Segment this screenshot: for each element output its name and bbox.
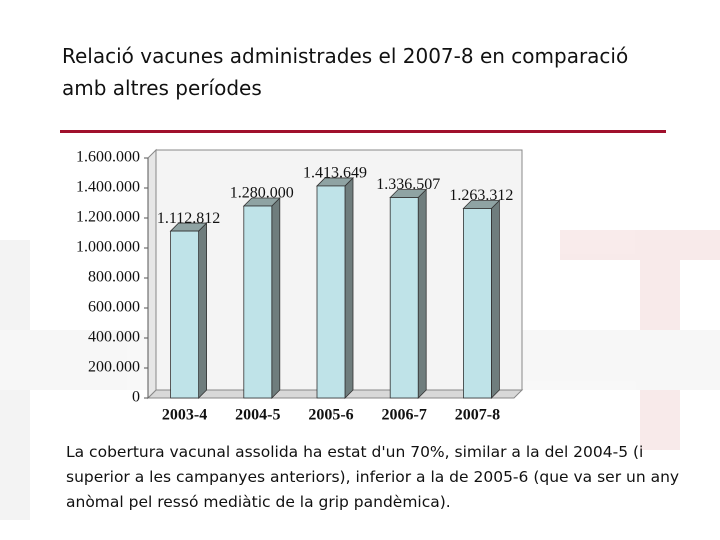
x-tick-label: 2003-4 — [162, 407, 207, 424]
y-tick-label: 1.000.000 — [76, 239, 140, 256]
bar-side — [271, 197, 281, 399]
y-tick-label: 1.600.000 — [76, 149, 140, 166]
bar — [462, 208, 492, 399]
bar — [243, 205, 273, 399]
title-rule — [60, 130, 666, 133]
value-label: 1.413.649 — [303, 165, 367, 182]
y-tick-label: 400.000 — [88, 329, 140, 346]
bar-side — [417, 188, 427, 399]
y-tick-label: 200.000 — [88, 359, 140, 376]
value-label: 1.336.507 — [376, 176, 440, 193]
bar — [316, 185, 346, 399]
y-tick-label: 1.200.000 — [76, 209, 140, 226]
bar-side — [344, 176, 354, 399]
value-label: 1.280.000 — [230, 185, 294, 202]
bar — [170, 230, 200, 399]
bar-side — [490, 199, 500, 399]
bar-side — [198, 222, 208, 399]
y-tick-label: 800.000 — [88, 269, 140, 286]
note-text: La cobertura vacunal assolida ha estat d… — [66, 443, 680, 511]
value-label: 1.263.312 — [449, 187, 513, 204]
x-tick-label: 2007-8 — [455, 407, 500, 424]
y-tick-label: 600.000 — [88, 299, 140, 316]
bar — [389, 197, 419, 399]
x-tick-label: 2006-7 — [382, 407, 427, 424]
x-tick-label: 2005-6 — [308, 407, 353, 424]
slide-title: Relació vacunes administrades el 2007-8 … — [62, 44, 629, 100]
y-tick-label: 0 — [132, 389, 140, 406]
x-tick-label: 2004-5 — [235, 407, 280, 424]
value-label: 1.112.812 — [157, 210, 220, 227]
plot: 0 200.000 400.000 600.000 800.000 1.000.000 1.… — [76, 149, 513, 424]
side-wall — [147, 148, 157, 400]
y-tick-label: 1.400.000 — [76, 179, 140, 196]
